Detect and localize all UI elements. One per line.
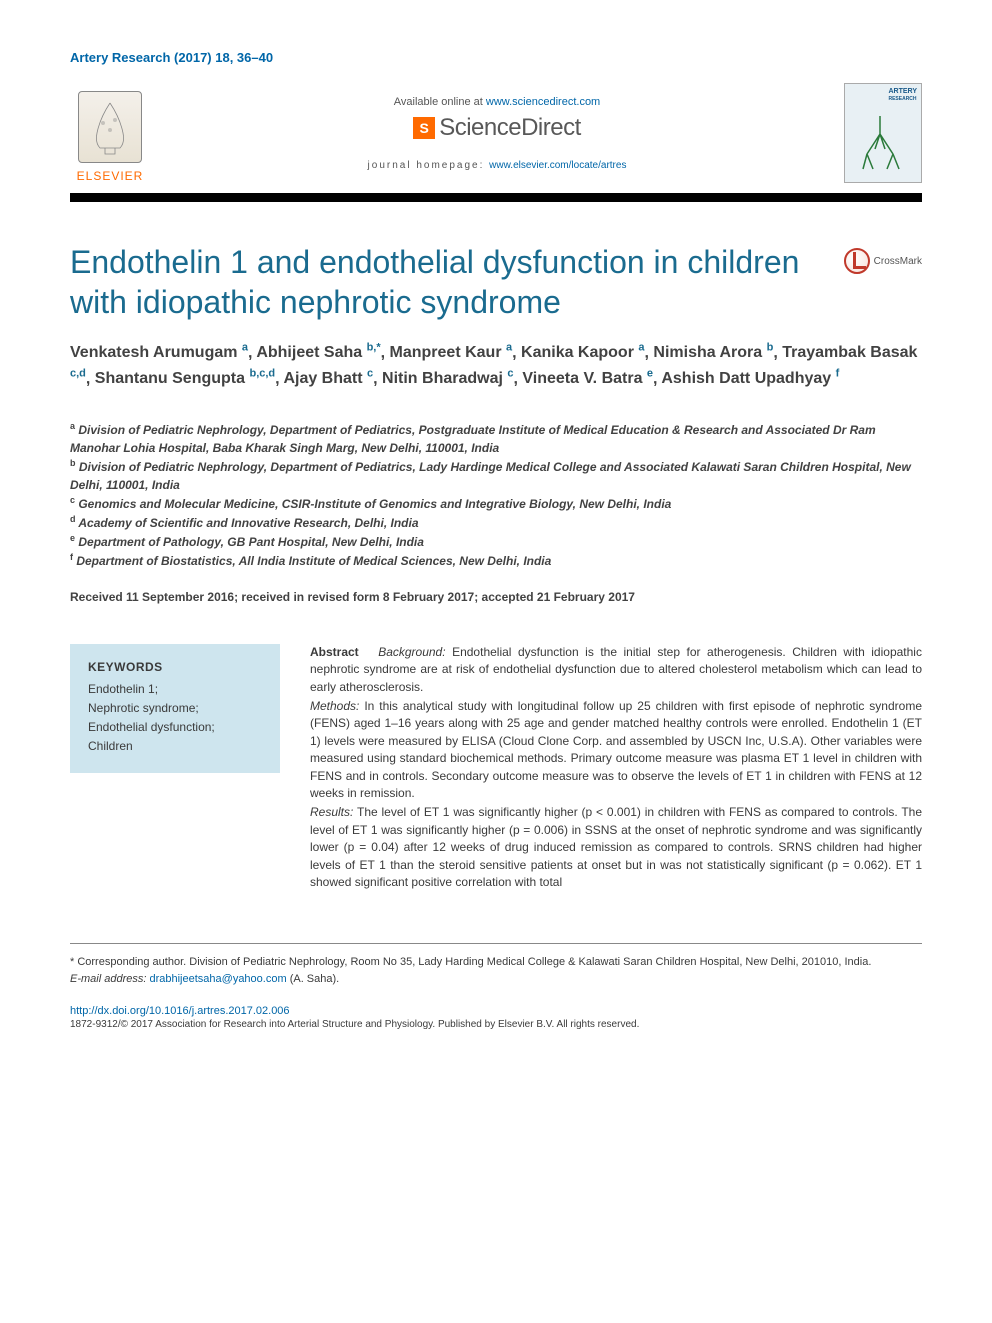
elsevier-logo: ELSEVIER xyxy=(70,83,150,183)
header-divider xyxy=(70,193,922,202)
abstract-block: KEYWORDS Endothelin 1;Nephrotic syndrome… xyxy=(70,644,922,893)
affiliation: e Department of Pathology, GB Pant Hospi… xyxy=(70,532,922,551)
copyright-line: 1872-9312/© 2017 Association for Researc… xyxy=(70,1019,922,1030)
author: Ajay Bhatt c xyxy=(283,370,373,387)
affiliation: d Academy of Scientific and Innovative R… xyxy=(70,513,922,532)
affiliation: f Department of Biostatistics, All India… xyxy=(70,551,922,570)
keywords-box: KEYWORDS Endothelin 1;Nephrotic syndrome… xyxy=(70,644,280,773)
citation-line: Artery Research (2017) 18, 36–40 xyxy=(70,50,922,65)
author: Abhijeet Saha b,* xyxy=(256,344,380,361)
results-text: The level of ET 1 was significantly high… xyxy=(310,805,922,889)
elsevier-wordmark: ELSEVIER xyxy=(77,169,144,183)
abstract-label: Abstract xyxy=(310,645,359,659)
doi-link[interactable]: http://dx.doi.org/10.1016/j.artres.2017.… xyxy=(70,1005,922,1017)
article-title: Endothelin 1 and endothelial dysfunction… xyxy=(70,242,824,322)
homepage-url[interactable]: www.elsevier.com/locate/artres xyxy=(489,160,626,171)
results-label: Results: xyxy=(310,805,353,819)
email-label: E-mail address: xyxy=(70,973,146,985)
corresponding-email[interactable]: drabhijeetsaha@yahoo.com xyxy=(149,973,286,985)
author: Manpreet Kaur a xyxy=(390,344,513,361)
author: Nitin Bharadwaj c xyxy=(382,370,513,387)
background-label: Background: xyxy=(378,645,445,659)
article-dates: Received 11 September 2016; received in … xyxy=(70,590,922,604)
affiliation-list: a Division of Pediatric Nephrology, Depa… xyxy=(70,420,922,570)
footnote-divider xyxy=(70,943,922,944)
methods-text: In this analytical study with longitudin… xyxy=(310,699,922,800)
author: Vineeta V. Batra e xyxy=(522,370,653,387)
header-center: Available online at www.sciencedirect.co… xyxy=(174,96,820,171)
journal-homepage: journal homepage: www.elsevier.com/locat… xyxy=(174,160,820,171)
author: Nimisha Arora b xyxy=(653,344,773,361)
crossmark-icon xyxy=(844,248,870,274)
journal-cover-title: ARTERYRESEARCH xyxy=(888,88,917,102)
journal-cover-art-icon xyxy=(855,114,905,174)
available-online: Available online at www.sciencedirect.co… xyxy=(174,96,820,108)
crossmark-badge[interactable]: CrossMark xyxy=(844,248,922,274)
journal-header: ELSEVIER Available online at www.science… xyxy=(70,83,922,183)
affiliation: a Division of Pediatric Nephrology, Depa… xyxy=(70,420,922,457)
footnotes: * Corresponding author. Division of Pedi… xyxy=(70,954,922,987)
keyword-item: Endothelin 1; xyxy=(88,680,262,699)
author: Ashish Datt Upadhyay f xyxy=(661,370,839,387)
author: Kanika Kapoor a xyxy=(521,344,644,361)
sciencedirect-logo: SScienceDirect xyxy=(413,114,581,142)
elsevier-tree-icon xyxy=(78,91,142,163)
author: Shantanu Sengupta b,c,d xyxy=(95,370,275,387)
available-prefix: Available online at xyxy=(394,96,486,108)
keyword-item: Nephrotic syndrome; xyxy=(88,699,262,718)
methods-label: Methods: xyxy=(310,699,359,713)
affiliation: c Genomics and Molecular Medicine, CSIR-… xyxy=(70,494,922,513)
sciencedirect-url[interactable]: www.sciencedirect.com xyxy=(486,96,600,108)
author: Venkatesh Arumugam a xyxy=(70,344,248,361)
keyword-item: Endothelial dysfunction; xyxy=(88,718,262,737)
sciencedirect-wordmark: ScienceDirect xyxy=(439,114,581,142)
corresponding-author: * Corresponding author. Division of Pedi… xyxy=(70,954,922,971)
keywords-heading: KEYWORDS xyxy=(88,660,262,674)
keywords-list: Endothelin 1;Nephrotic syndrome;Endothel… xyxy=(88,680,262,757)
crossmark-label: CrossMark xyxy=(874,256,922,267)
abstract-text: Abstract Background: Endothelial dysfunc… xyxy=(310,644,922,893)
homepage-prefix: journal homepage: xyxy=(368,160,490,171)
author-list: Venkatesh Arumugam a, Abhijeet Saha b,*,… xyxy=(70,340,922,392)
affiliation: b Division of Pediatric Nephrology, Depa… xyxy=(70,457,922,494)
email-author: (A. Saha). xyxy=(290,973,340,985)
journal-cover-thumbnail: ARTERYRESEARCH xyxy=(844,83,922,183)
keyword-item: Children xyxy=(88,737,262,756)
sd-square-icon: S xyxy=(413,117,435,139)
